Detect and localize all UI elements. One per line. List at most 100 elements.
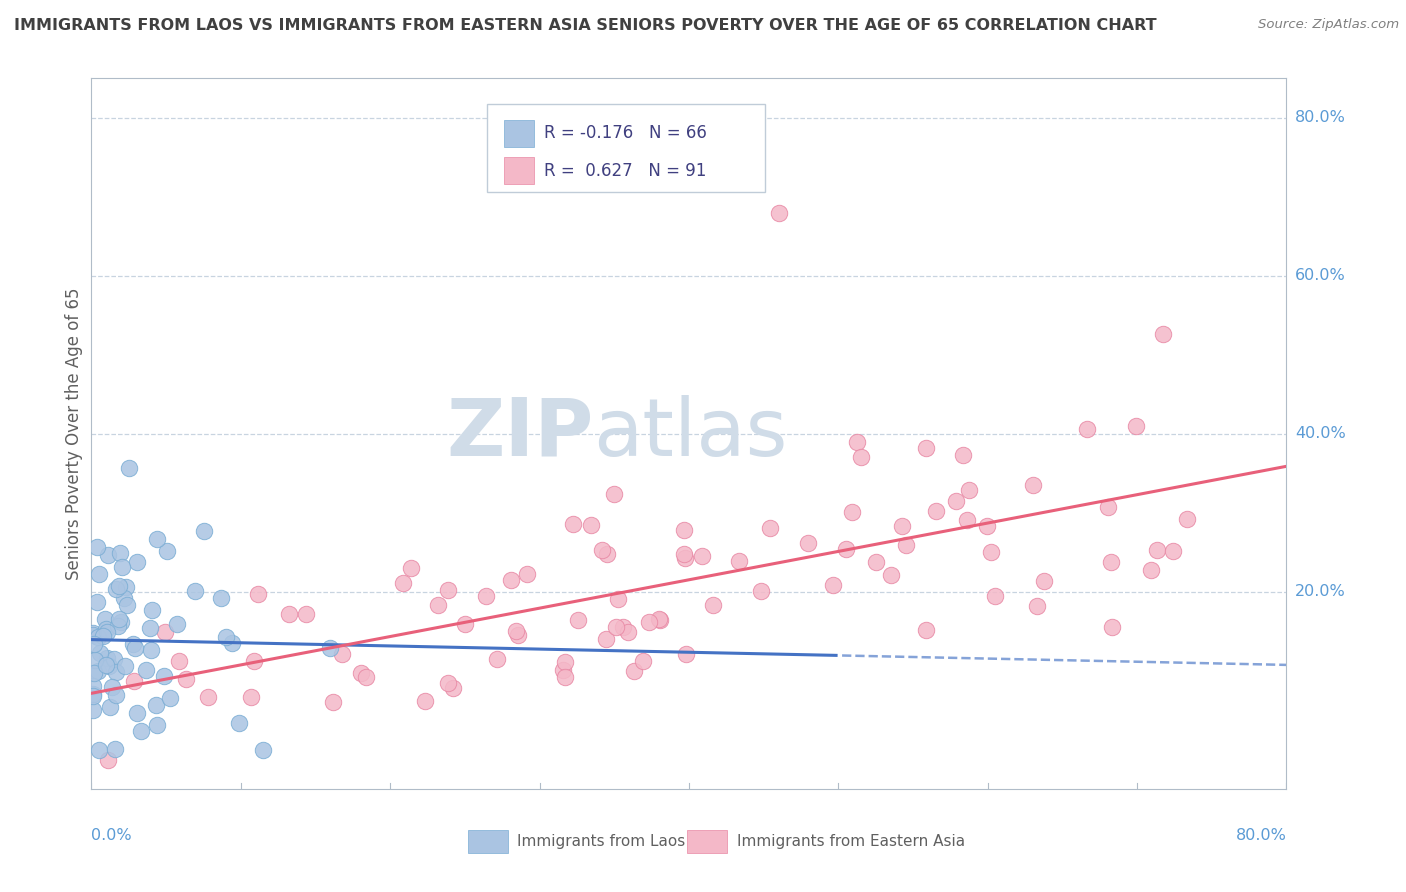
- Point: [436, 582, 458, 597]
- Point: [215, 630, 238, 644]
- Point: [506, 628, 529, 642]
- Point: [637, 615, 659, 629]
- Point: [111, 559, 134, 574]
- Point: [427, 598, 450, 612]
- Point: [122, 673, 145, 688]
- Point: [240, 690, 263, 705]
- Text: 80.0%: 80.0%: [1236, 829, 1286, 843]
- Point: [96, 623, 118, 637]
- Point: [242, 654, 264, 668]
- Point: [579, 518, 602, 533]
- Text: Immigrants from Eastern Asia: Immigrants from Eastern Asia: [737, 834, 965, 849]
- Point: [114, 659, 136, 673]
- Point: [209, 591, 232, 606]
- Text: IMMIGRANTS FROM LAOS VS IMMIGRANTS FROM EASTERN ASIA SENIORS POVERTY OVER THE AG: IMMIGRANTS FROM LAOS VS IMMIGRANTS FROM …: [14, 18, 1157, 33]
- Text: ZIP: ZIP: [446, 395, 593, 473]
- Point: [1161, 544, 1184, 558]
- Point: [221, 636, 243, 650]
- Point: [768, 206, 790, 220]
- Point: [551, 663, 574, 677]
- Bar: [686, 830, 727, 854]
- Point: [107, 619, 129, 633]
- Point: [108, 579, 131, 593]
- Text: 60.0%: 60.0%: [1295, 268, 1346, 284]
- Point: [156, 544, 179, 558]
- Point: [146, 718, 169, 732]
- Point: [193, 524, 215, 538]
- Point: [139, 643, 162, 657]
- Point: [82, 628, 104, 642]
- Point: [350, 665, 373, 680]
- Point: [516, 567, 538, 582]
- Point: [672, 547, 695, 561]
- Point: [98, 659, 121, 673]
- Point: [97, 548, 120, 562]
- Point: [82, 626, 104, 640]
- Point: [129, 724, 152, 739]
- Point: [82, 679, 104, 693]
- Point: [617, 624, 640, 639]
- Text: 0.0%: 0.0%: [91, 829, 132, 843]
- Point: [945, 493, 967, 508]
- Point: [702, 598, 724, 612]
- Point: [141, 603, 163, 617]
- Point: [976, 519, 998, 533]
- Point: [728, 554, 751, 568]
- Text: Immigrants from Laos: Immigrants from Laos: [517, 834, 685, 849]
- Bar: [503, 120, 534, 146]
- Point: [127, 555, 149, 569]
- Point: [252, 743, 274, 757]
- Point: [87, 664, 110, 678]
- Point: [1076, 421, 1098, 435]
- Point: [278, 607, 301, 622]
- Point: [91, 629, 114, 643]
- Point: [197, 690, 219, 704]
- Point: [108, 612, 131, 626]
- Point: [454, 617, 477, 632]
- Point: [1125, 418, 1147, 433]
- Point: [96, 650, 118, 665]
- Point: [319, 640, 342, 655]
- Point: [675, 647, 697, 661]
- Point: [623, 664, 645, 678]
- Point: [759, 521, 782, 535]
- Point: [603, 487, 626, 501]
- Point: [330, 647, 353, 661]
- Point: [139, 621, 162, 635]
- Point: [87, 743, 110, 757]
- Point: [915, 442, 938, 456]
- Point: [167, 654, 190, 668]
- Point: [392, 576, 415, 591]
- Point: [125, 706, 148, 720]
- Point: [97, 753, 120, 767]
- Point: [890, 518, 912, 533]
- Point: [246, 587, 269, 601]
- Point: [89, 567, 111, 582]
- Point: [114, 580, 136, 594]
- Point: [174, 672, 197, 686]
- Point: [322, 695, 344, 709]
- Text: 20.0%: 20.0%: [1295, 584, 1346, 599]
- Point: [401, 560, 423, 574]
- Point: [595, 632, 617, 646]
- Point: [554, 670, 576, 684]
- Bar: [468, 830, 509, 854]
- Text: Source: ZipAtlas.com: Source: ZipAtlas.com: [1258, 18, 1399, 31]
- Point: [607, 591, 630, 606]
- Point: [117, 598, 139, 612]
- Point: [612, 619, 634, 633]
- Point: [823, 578, 845, 592]
- Point: [865, 555, 887, 569]
- Point: [84, 653, 107, 667]
- Point: [122, 637, 145, 651]
- Point: [567, 614, 589, 628]
- Point: [228, 715, 250, 730]
- Point: [499, 573, 522, 587]
- Point: [1152, 326, 1174, 341]
- Point: [633, 654, 655, 668]
- Point: [145, 532, 167, 546]
- Point: [1099, 555, 1122, 569]
- Point: [104, 688, 127, 702]
- Point: [108, 546, 131, 560]
- Point: [443, 681, 465, 695]
